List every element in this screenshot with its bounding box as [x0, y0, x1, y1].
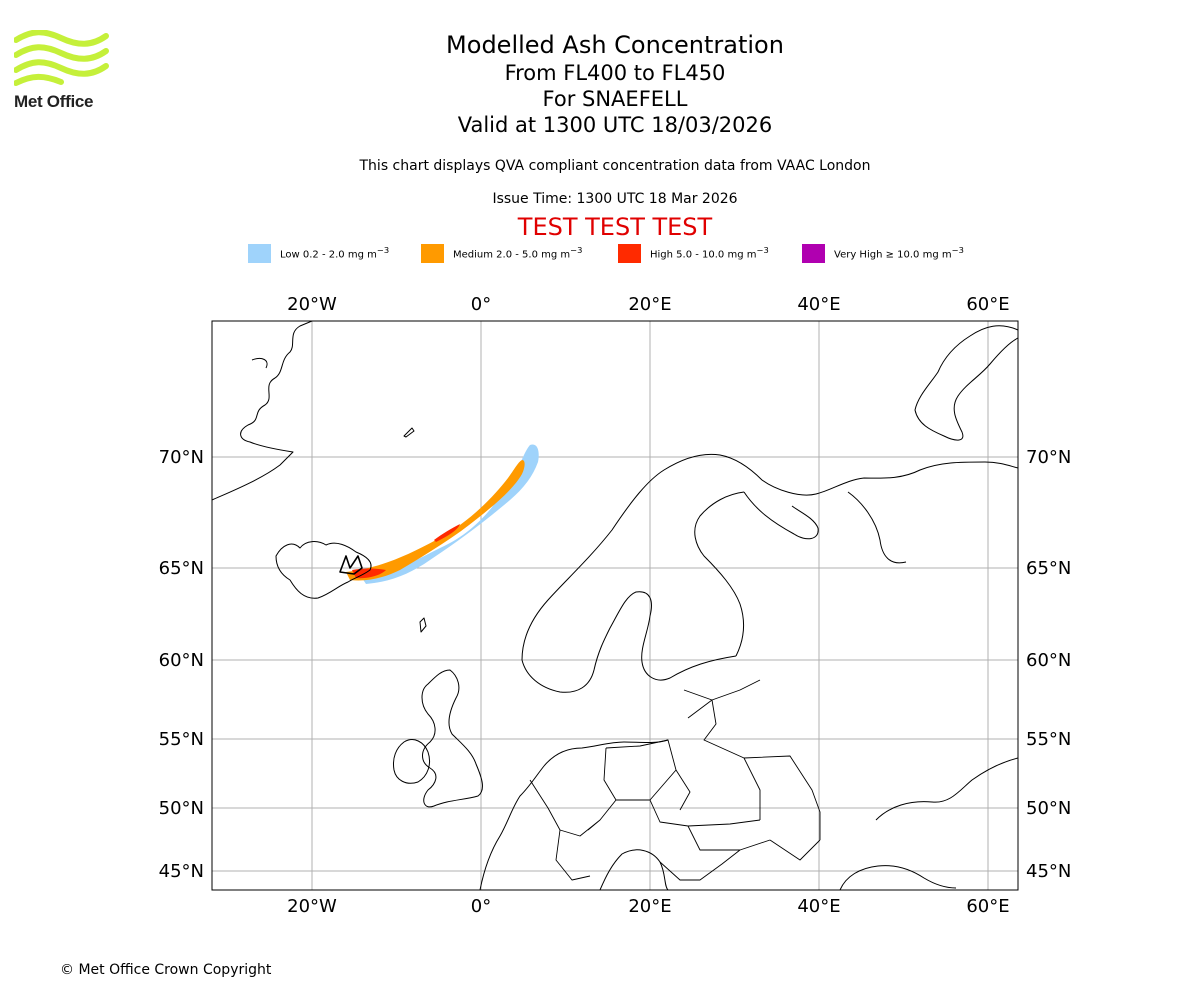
coastline-adriatic: [599, 849, 669, 890]
lat-label-right-65n: 65°N: [1026, 558, 1071, 579]
coastline-iceland: [275, 541, 372, 599]
coastline-arctic-russia: [847, 491, 907, 564]
legend-swatch-medium: [421, 243, 444, 263]
lat-label-left-65n: 65°N: [159, 558, 204, 579]
lon-label-top-0: 0°: [471, 294, 491, 315]
lon-label-top-60e: 60°E: [966, 294, 1009, 315]
coastline-ireland: [393, 739, 431, 784]
lat-label-right-60n: 60°N: [1026, 650, 1071, 671]
lon-label-bottom-40e: 40°E: [797, 896, 840, 917]
lat-label-left-45n: 45°N: [159, 861, 204, 882]
issue-time: Issue Time: 1300 UTC 18 Mar 2026: [492, 191, 738, 207]
chart-title: Modelled Ash Concentration: [446, 31, 784, 59]
coastline-caspian-north: [875, 757, 1018, 821]
ash-high-region: [352, 524, 460, 579]
coastline-black-sea: [839, 865, 957, 890]
qva-note: This chart displays QVA compliant concen…: [359, 158, 871, 174]
coastline-faroe: [419, 617, 427, 633]
lat-label-left-70n: 70°N: [159, 447, 204, 468]
graticule: [212, 321, 1018, 890]
lon-label-top-20e: 20°E: [628, 294, 671, 315]
legend-label-very-high: Very High ≥ 10.0 mg m−3: [834, 245, 964, 261]
snaefell-marker: [339, 555, 363, 575]
coastline-greenland: [212, 321, 313, 501]
lon-label-bottom-20e: 20°E: [628, 896, 671, 917]
legend-label-low: Low 0.2 - 2.0 mg m−3: [280, 245, 390, 261]
legend-item-low: Low 0.2 - 2.0 mg m−3: [248, 243, 389, 263]
legend-label-medium: Medium 2.0 - 5.0 mg m−3: [453, 245, 583, 261]
legend-item-very-high: Very High ≥ 10.0 mg m−3: [802, 243, 964, 263]
met-office-wave-icon: [13, 29, 109, 86]
legend-item-medium: Medium 2.0 - 5.0 mg m−3: [421, 243, 582, 263]
lat-label-right-55n: 55°N: [1026, 729, 1071, 750]
country-borders: [529, 679, 821, 881]
lon-label-top-40e: 40°E: [797, 294, 840, 315]
coastline-greenland-fjord: [251, 357, 268, 369]
axis-labels: 20°W 0° 20°E 40°E 60°E 20°W 0° 20°E 40°E…: [159, 294, 1072, 917]
coastline-great-britain: [421, 669, 483, 808]
met-office-logo: Met Office: [13, 29, 109, 115]
volcano-name: For SNAEFELL: [542, 87, 688, 111]
logo-text: Met Office: [14, 92, 94, 111]
chart-titles: Modelled Ash Concentration From FL400 to…: [315, 30, 915, 138]
coastline-finland: [694, 491, 745, 657]
test-banner: TEST TEST TEST: [517, 213, 713, 241]
lon-label-bottom-60e: 60°E: [966, 896, 1009, 917]
lat-label-left-50n: 50°N: [159, 798, 204, 819]
legend-item-high: High 5.0 - 10.0 mg m−3: [618, 243, 769, 263]
lat-label-right-50n: 50°N: [1026, 798, 1071, 819]
coastline-jan-mayen: [403, 427, 415, 438]
map-frame: [211, 320, 1019, 891]
map-area: [212, 321, 1018, 890]
legend-label-high: High 5.0 - 10.0 mg m−3: [650, 245, 769, 261]
coastline-kola: [743, 491, 819, 540]
copyright-notice: © Met Office Crown Copyright: [60, 962, 272, 978]
valid-time: Valid at 1300 UTC 18/03/2026: [457, 113, 773, 137]
lat-label-left-60n: 60°N: [159, 650, 204, 671]
legend-swatch-low: [248, 243, 271, 263]
ash-plume: [346, 444, 539, 584]
coastline-continent: [479, 739, 669, 890]
lat-label-right-70n: 70°N: [1026, 447, 1071, 468]
coastlines: [212, 321, 1018, 890]
coastline-scandinavia: [521, 453, 1018, 661]
lon-label-bottom-20w: 20°W: [287, 896, 337, 917]
flight-levels: From FL400 to FL450: [504, 61, 726, 85]
lon-label-top-20w: 20°W: [287, 294, 337, 315]
coastline-baltic-west: [521, 591, 737, 693]
lon-label-bottom-0: 0°: [471, 896, 491, 917]
lat-label-left-55n: 55°N: [159, 729, 204, 750]
legend-swatch-very-high: [802, 243, 825, 263]
legend-swatch-high: [618, 243, 641, 263]
lat-label-right-45n: 45°N: [1026, 861, 1071, 882]
coastline-novaya-zemlya: [914, 325, 1018, 441]
